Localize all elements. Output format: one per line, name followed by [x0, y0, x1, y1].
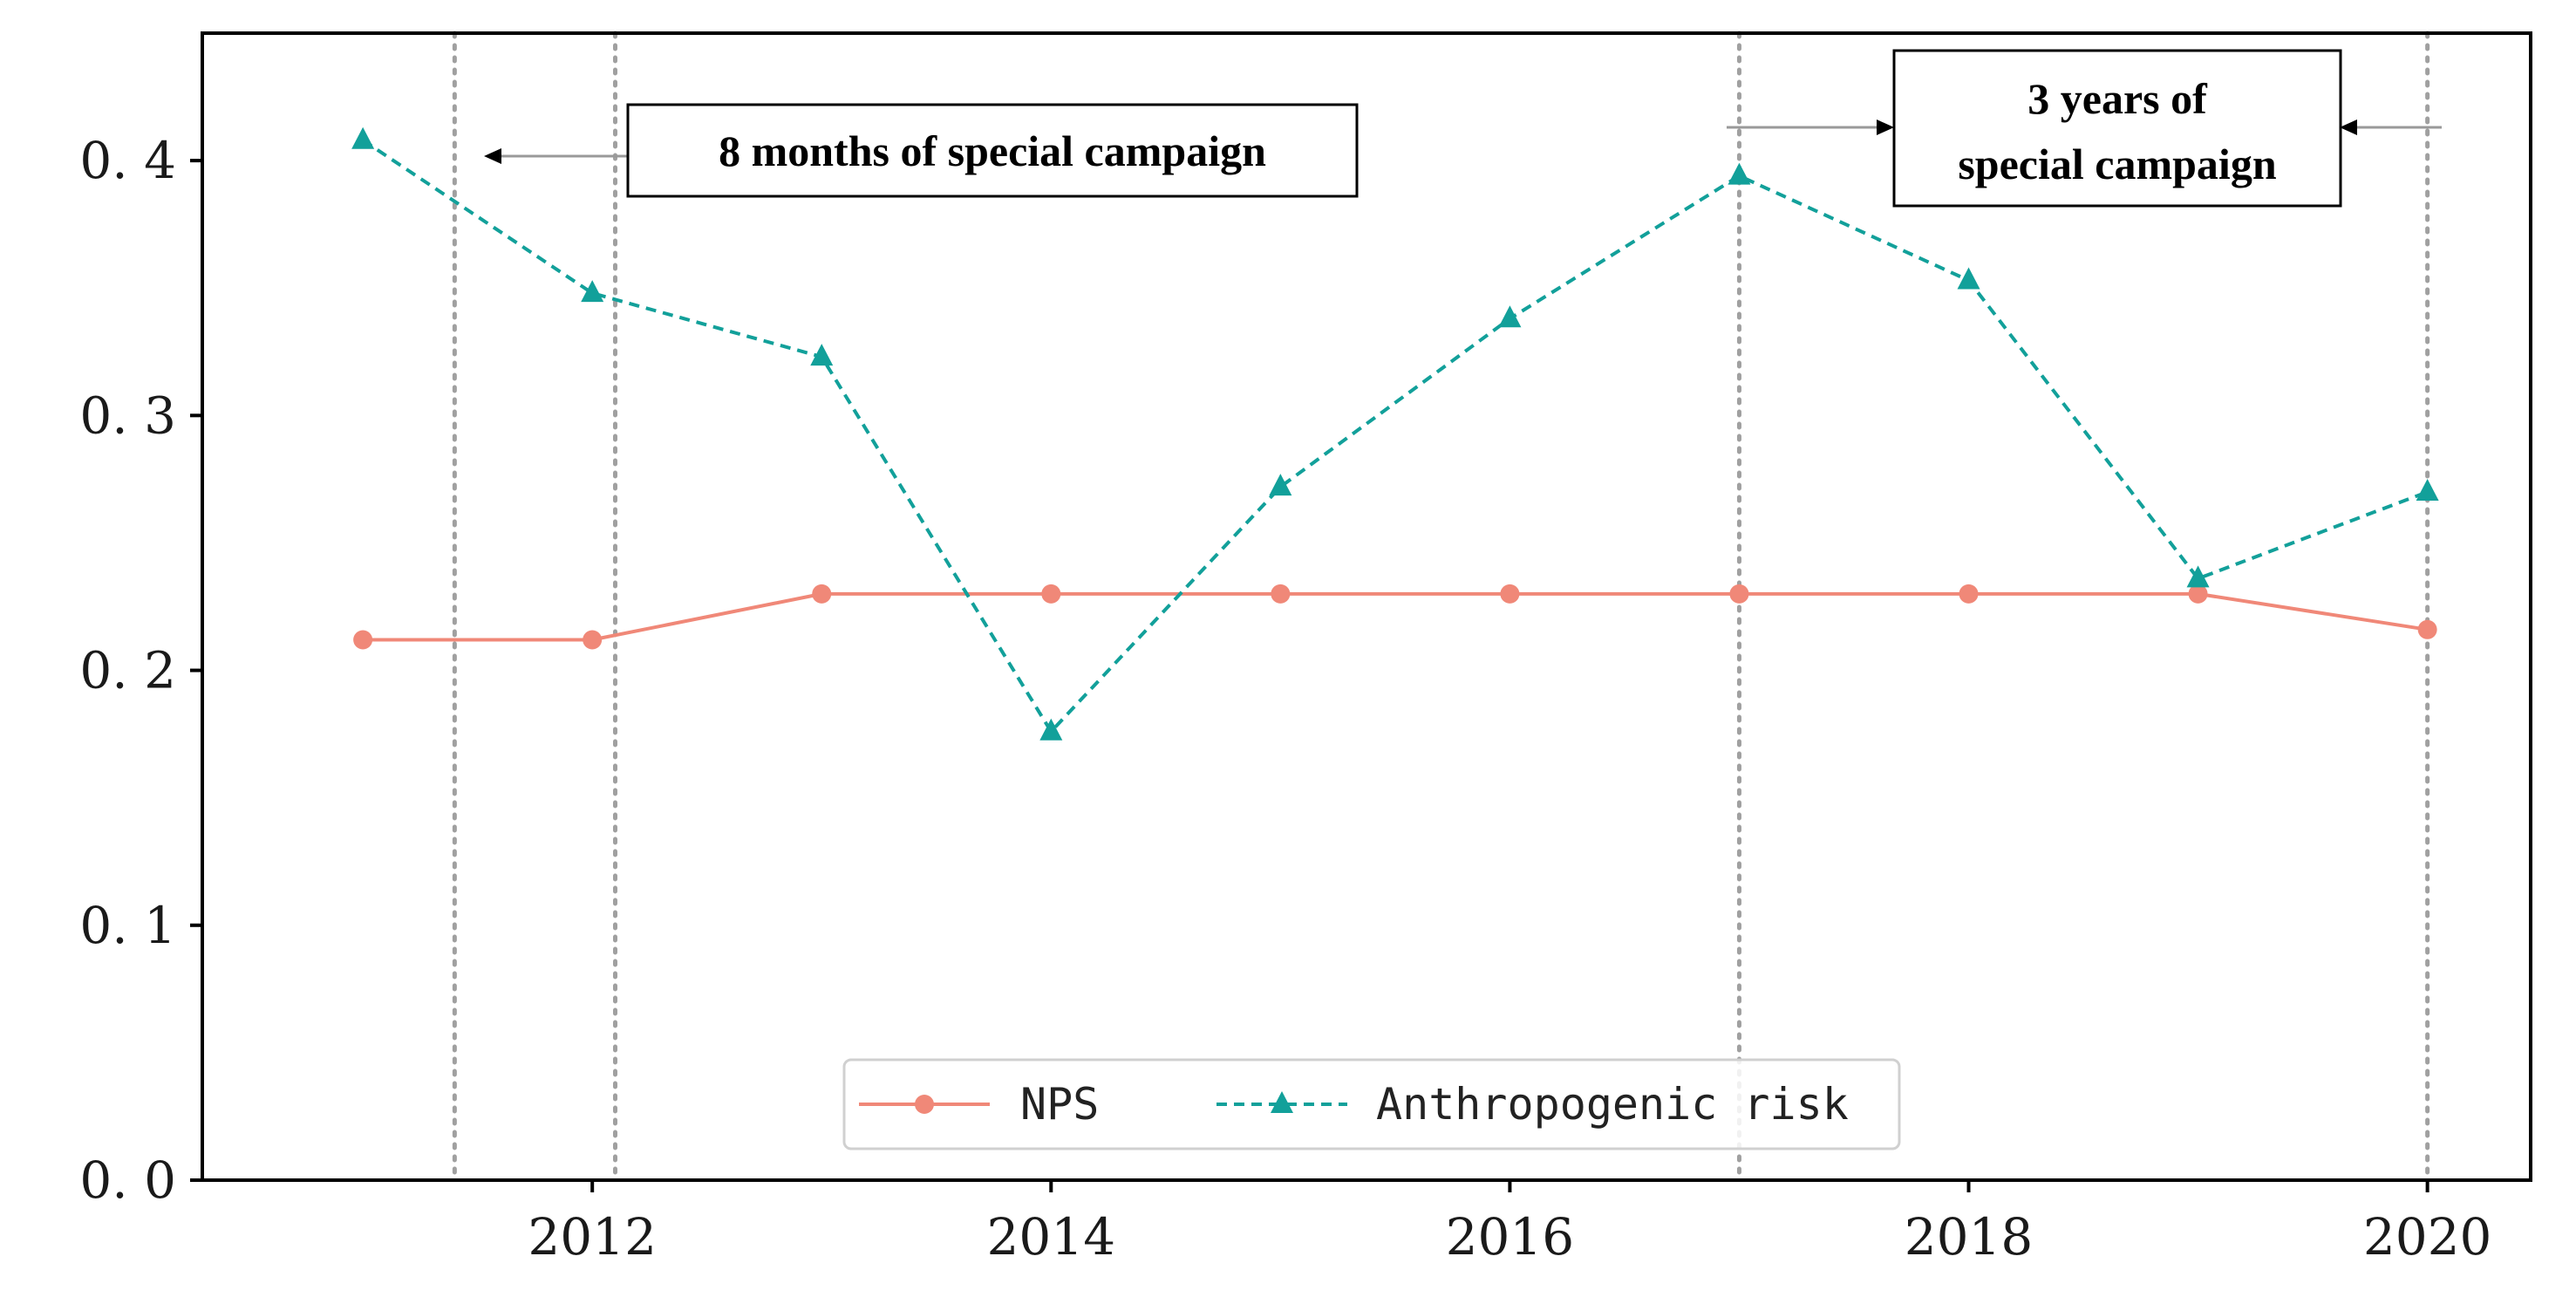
annotation-3-years: 3 years of special campaign — [1727, 49, 2442, 208]
y-tick-label: 0. 2 — [79, 641, 176, 700]
legend-label-anthropogenic: Anthropogenic risk — [1376, 1079, 1849, 1130]
data-point-anthropogenic-risk — [2416, 479, 2439, 501]
data-point-anthropogenic-risk — [1957, 267, 1980, 290]
x-tick-label: 2014 — [986, 1207, 1115, 1266]
legend-box — [842, 1058, 1901, 1150]
series-line-anthropogenic-risk — [362, 139, 2429, 734]
x-tick-label: 2012 — [528, 1207, 657, 1266]
data-point-nps — [2188, 584, 2208, 604]
data-point-anthropogenic-risk — [1728, 162, 1751, 185]
data-point-anthropogenic-risk — [351, 126, 375, 149]
arrow-head-left-2 — [2340, 119, 2357, 135]
legend-marker-nps — [915, 1095, 934, 1114]
y-tick-label: 0. 0 — [79, 1150, 176, 1210]
axes — [201, 31, 2532, 1182]
series-layer — [351, 126, 2439, 741]
annotation-8-months: 8 months of special campaign — [484, 103, 1359, 198]
annotation-text-8-months: 8 months of special campaign — [719, 126, 1266, 175]
legend: NPS Anthropogenic risk — [842, 1058, 1901, 1150]
annotation-text-3-years-line1: 3 years of — [2027, 74, 2208, 123]
series-nps — [353, 584, 2437, 650]
data-point-nps — [2417, 619, 2437, 639]
x-tick-label: 2020 — [2363, 1207, 2492, 1266]
data-point-nps — [812, 584, 832, 604]
legend-label-nps: NPS — [1020, 1079, 1099, 1130]
x-tick-label: 2018 — [1905, 1207, 2034, 1266]
data-point-anthropogenic-risk — [1498, 305, 1522, 328]
data-point-nps — [1271, 584, 1291, 604]
data-point-nps — [1041, 584, 1061, 604]
y-axis-ticks: 0. 0 0. 1 0. 2 0. 3 0. 4 — [79, 131, 202, 1210]
series-line-nps — [363, 591, 2428, 642]
reference-lines — [452, 31, 2430, 1183]
arrow-head-right — [1877, 119, 1894, 135]
x-axis-ticks: 2012 2014 2016 2018 2020 — [528, 1180, 2491, 1266]
data-point-anthropogenic-risk — [1269, 474, 1292, 496]
data-point-anthropogenic-risk — [2186, 565, 2210, 588]
annotation-box-8-months — [626, 103, 1359, 198]
data-point-nps — [583, 630, 603, 650]
x-tick-label: 2016 — [1446, 1207, 1575, 1266]
series-anthropogenic-risk — [351, 126, 2439, 741]
annotation-box-3-years — [1892, 49, 2342, 208]
data-point-nps — [1729, 584, 1749, 604]
y-tick-label: 0. 3 — [79, 386, 176, 445]
data-point-anthropogenic-risk — [581, 280, 604, 303]
y-tick-label: 0. 4 — [79, 131, 176, 190]
data-point-nps — [1500, 584, 1520, 604]
data-point-nps — [1959, 584, 1979, 604]
y-tick-label: 0. 1 — [79, 896, 176, 955]
legend-marker-anthropogenic — [1271, 1091, 1293, 1113]
data-point-anthropogenic-risk — [810, 344, 834, 366]
annotations: 8 months of special campaign 3 years of … — [484, 49, 2442, 208]
annotation-text-3-years-line2: special campaign — [1958, 140, 2276, 188]
arrow-head-left — [484, 148, 501, 164]
plot-frame — [201, 31, 2532, 1182]
data-point-nps — [353, 630, 373, 650]
data-point-anthropogenic-risk — [1039, 718, 1063, 741]
